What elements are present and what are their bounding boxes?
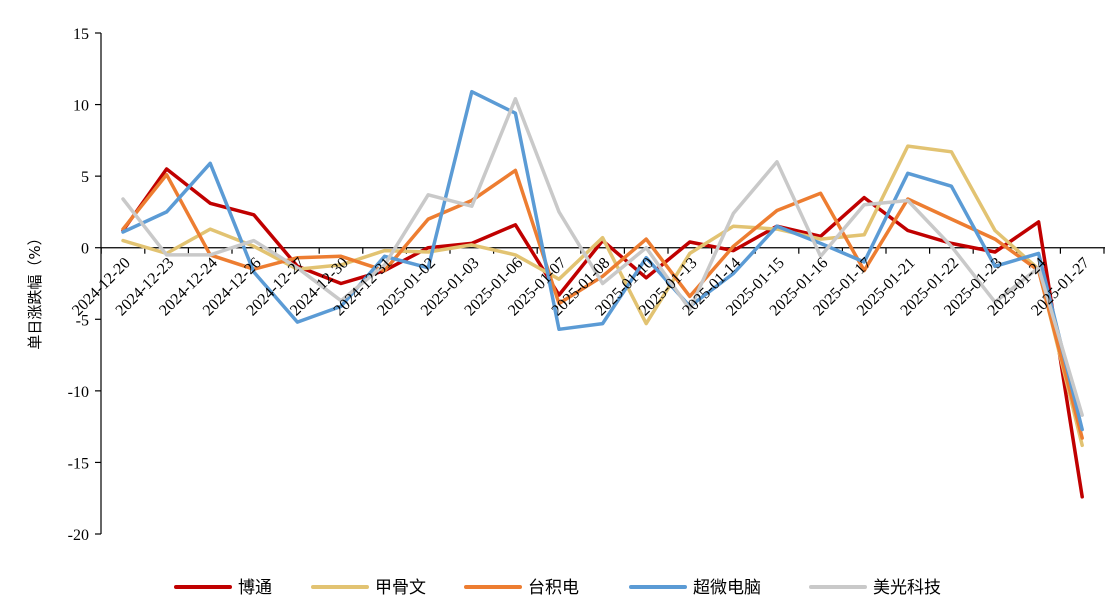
legend-label: 超微电脑 <box>693 578 761 598</box>
y-tick-label: 5 <box>81 169 89 186</box>
legend-label: 博通 <box>238 578 272 598</box>
y-tick-label: 0 <box>81 241 89 258</box>
x-tick-labels: 2024-12-202024-12-232024-12-242024-12-26… <box>69 255 1093 320</box>
legend-label: 甲骨文 <box>375 578 426 598</box>
y-tick-label: -20 <box>68 527 89 544</box>
series-line-4 <box>121 89 1084 432</box>
series-line-5 <box>121 97 1084 417</box>
y-tick-label: -5 <box>76 312 89 329</box>
y-tick-label: -15 <box>68 455 89 472</box>
legend-label: 美光科技 <box>873 578 941 598</box>
y-axis-title: 单日涨跌幅（%） <box>26 230 44 349</box>
y-tick-label: 15 <box>73 26 89 43</box>
y-tick-label: -10 <box>68 384 89 401</box>
series-line-3 <box>121 168 1084 440</box>
y-ticks: 15 10 5 0 -5 -10 -15 -20 <box>68 26 101 544</box>
y-tick-label: 10 <box>73 98 89 115</box>
series-lines <box>121 89 1084 499</box>
series-line-1 <box>121 167 1084 499</box>
legend: 博通 甲骨文 台积电 超微电脑 美光科技 <box>174 578 941 598</box>
legend-label: 台积电 <box>528 578 579 598</box>
